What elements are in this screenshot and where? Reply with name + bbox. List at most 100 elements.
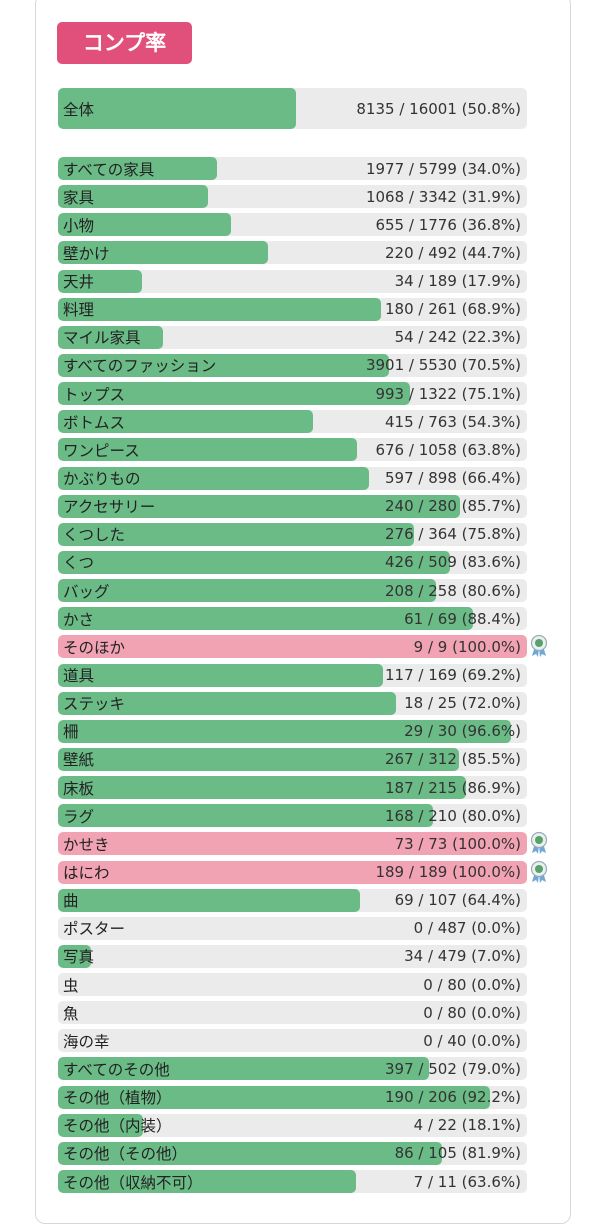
row-label: くつ bbox=[63, 554, 95, 573]
progress-fill bbox=[58, 550, 451, 574]
progress-fill bbox=[58, 776, 466, 800]
progress-row: バッグ 208 / 258 (80.6%) bbox=[58, 579, 527, 603]
row-label: 床板 bbox=[63, 779, 95, 798]
row-stat: 180 / 261 (68.9%) bbox=[385, 300, 521, 319]
row-label: くつした bbox=[63, 526, 126, 545]
row-stat: 1977 / 5799 (34.0%) bbox=[365, 159, 521, 178]
progress-row: 曲 69 / 107 (64.4%) bbox=[58, 888, 527, 912]
row-stat: 7 / 11 (63.6%) bbox=[413, 1172, 521, 1191]
row-stat: 34 / 189 (17.9%) bbox=[394, 272, 521, 291]
progress-row: マイル家具 54 / 242 (22.3%) bbox=[58, 325, 527, 349]
progress-row: 料理 180 / 261 (68.9%) bbox=[58, 297, 527, 321]
row-stat: 117 / 169 (69.2%) bbox=[385, 666, 521, 685]
row-label: 魚 bbox=[63, 1004, 79, 1023]
progress-row: 天井 34 / 189 (17.9%) bbox=[58, 269, 527, 293]
progress-row: その他（植物） 190 / 206 (92.2%) bbox=[58, 1085, 527, 1109]
row-stat: 86 / 105 (81.9%) bbox=[394, 1144, 521, 1163]
progress-fill bbox=[58, 297, 382, 321]
row-label: 全体 bbox=[63, 100, 95, 119]
progress-row: ステッキ 18 / 25 (72.0%) bbox=[58, 691, 527, 715]
progress-fill bbox=[58, 804, 434, 828]
title-badge: コンプ率 bbox=[57, 22, 192, 64]
progress-fill bbox=[58, 494, 460, 518]
progress-fill bbox=[58, 185, 208, 209]
progress-fill bbox=[58, 1141, 443, 1165]
row-stat: 1068 / 3342 (31.9%) bbox=[365, 187, 521, 206]
row-stat: 8135 / 16001 (50.8%) bbox=[356, 99, 521, 118]
row-label: 柵 bbox=[63, 723, 79, 742]
row-label: 曲 bbox=[63, 892, 79, 911]
row-stat: 4 / 22 (18.1%) bbox=[413, 1116, 521, 1135]
progress-row: 海の幸 0 / 40 (0.0%) bbox=[58, 1029, 527, 1053]
row-label: すべてのファッション bbox=[63, 357, 217, 376]
progress-row: すべてのファッション 3901 / 5530 (70.5%) bbox=[58, 353, 527, 377]
row-stat: 54 / 242 (22.3%) bbox=[394, 328, 521, 347]
row-label: その他（内装） bbox=[63, 1117, 172, 1136]
row-stat: 9 / 9 (100.0%) bbox=[413, 637, 521, 656]
row-label: 写真 bbox=[63, 948, 95, 967]
row-label: 料理 bbox=[63, 301, 95, 320]
row-stat: 187 / 215 (86.9%) bbox=[385, 778, 521, 797]
row-label: ポスター bbox=[63, 920, 126, 939]
row-stat: 0 / 487 (0.0%) bbox=[413, 919, 521, 938]
row-stat: 240 / 280 (85.7%) bbox=[385, 497, 521, 516]
progress-fill bbox=[58, 241, 268, 265]
row-stat: 993 / 1322 (75.1%) bbox=[375, 384, 521, 403]
row-stat: 426 / 509 (83.6%) bbox=[385, 553, 521, 572]
progress-row: くつした 276 / 364 (75.8%) bbox=[58, 522, 527, 546]
progress-fill bbox=[58, 944, 91, 968]
progress-row: はにわ 189 / 189 (100.0%) bbox=[58, 860, 527, 884]
row-stat: 61 / 69 (88.4%) bbox=[404, 609, 521, 628]
row-label: その他（収納不可） bbox=[63, 1173, 203, 1192]
row-stat: 655 / 1776 (36.8%) bbox=[375, 215, 521, 234]
row-stat: 73 / 73 (100.0%) bbox=[394, 834, 521, 853]
progress-fill bbox=[58, 1113, 143, 1137]
row-stat: 220 / 492 (44.7%) bbox=[385, 243, 521, 262]
row-label: トップス bbox=[63, 385, 126, 404]
progress-row: 全体 8135 / 16001 (50.8%) bbox=[58, 88, 527, 129]
row-stat: 3901 / 5530 (70.5%) bbox=[365, 356, 521, 375]
row-stat: 276 / 364 (75.8%) bbox=[385, 525, 521, 544]
row-stat: 168 / 210 (80.0%) bbox=[385, 806, 521, 825]
progress-row: ポスター 0 / 487 (0.0%) bbox=[58, 916, 527, 940]
row-label: はにわ bbox=[63, 864, 110, 882]
progress-fill bbox=[58, 607, 473, 631]
progress-fill bbox=[58, 410, 313, 434]
progress-fill bbox=[58, 832, 527, 856]
row-stat: 676 / 1058 (63.8%) bbox=[375, 440, 521, 459]
progress-row: 壁かけ 220 / 492 (44.7%) bbox=[58, 241, 527, 265]
row-label: 天井 bbox=[63, 273, 95, 292]
row-stat: 189 / 189 (100.0%) bbox=[375, 863, 521, 881]
progress-row: ワンピース 676 / 1058 (63.8%) bbox=[58, 438, 527, 462]
progress-row: 床板 187 / 215 (86.9%) bbox=[58, 776, 527, 800]
progress-row: 家具 1068 / 3342 (31.9%) bbox=[58, 185, 527, 209]
progress-row: ラグ 168 / 210 (80.0%) bbox=[58, 804, 527, 828]
progress-fill bbox=[58, 719, 512, 743]
progress-fill bbox=[58, 325, 163, 349]
progress-row: ボトムス 415 / 763 (54.3%) bbox=[58, 410, 527, 434]
progress-row: かせき 73 / 73 (100.0%) bbox=[58, 832, 527, 856]
row-stat: 208 / 258 (80.6%) bbox=[385, 581, 521, 600]
progress-row: 魚 0 / 80 (0.0%) bbox=[58, 1001, 527, 1025]
row-label: 海の幸 bbox=[63, 1032, 110, 1051]
row-stat: 597 / 898 (66.4%) bbox=[385, 469, 521, 488]
progress-fill bbox=[58, 88, 297, 129]
row-stat: 190 / 206 (92.2%) bbox=[385, 1088, 521, 1107]
row-label: その他（その他） bbox=[63, 1145, 188, 1164]
row-stat: 0 / 80 (0.0%) bbox=[423, 975, 521, 994]
row-label: かさ bbox=[63, 610, 95, 629]
progress-fill bbox=[58, 353, 389, 377]
progress-fill bbox=[58, 635, 527, 659]
progress-fill bbox=[58, 1085, 491, 1109]
progress-fill bbox=[58, 1057, 429, 1081]
row-label: そのほか bbox=[63, 638, 126, 657]
progress-row: すべてのその他 397 / 502 (79.0%) bbox=[58, 1057, 527, 1081]
progress-fill bbox=[58, 663, 383, 687]
row-label: アクセサリー bbox=[63, 498, 156, 517]
progress-fill bbox=[58, 860, 527, 884]
row-label: 虫 bbox=[63, 976, 79, 995]
progress-row: 小物 655 / 1776 (36.8%) bbox=[58, 213, 527, 237]
progress-fill bbox=[58, 747, 459, 771]
progress-row: 壁紙 267 / 312 (85.5%) bbox=[58, 747, 527, 771]
